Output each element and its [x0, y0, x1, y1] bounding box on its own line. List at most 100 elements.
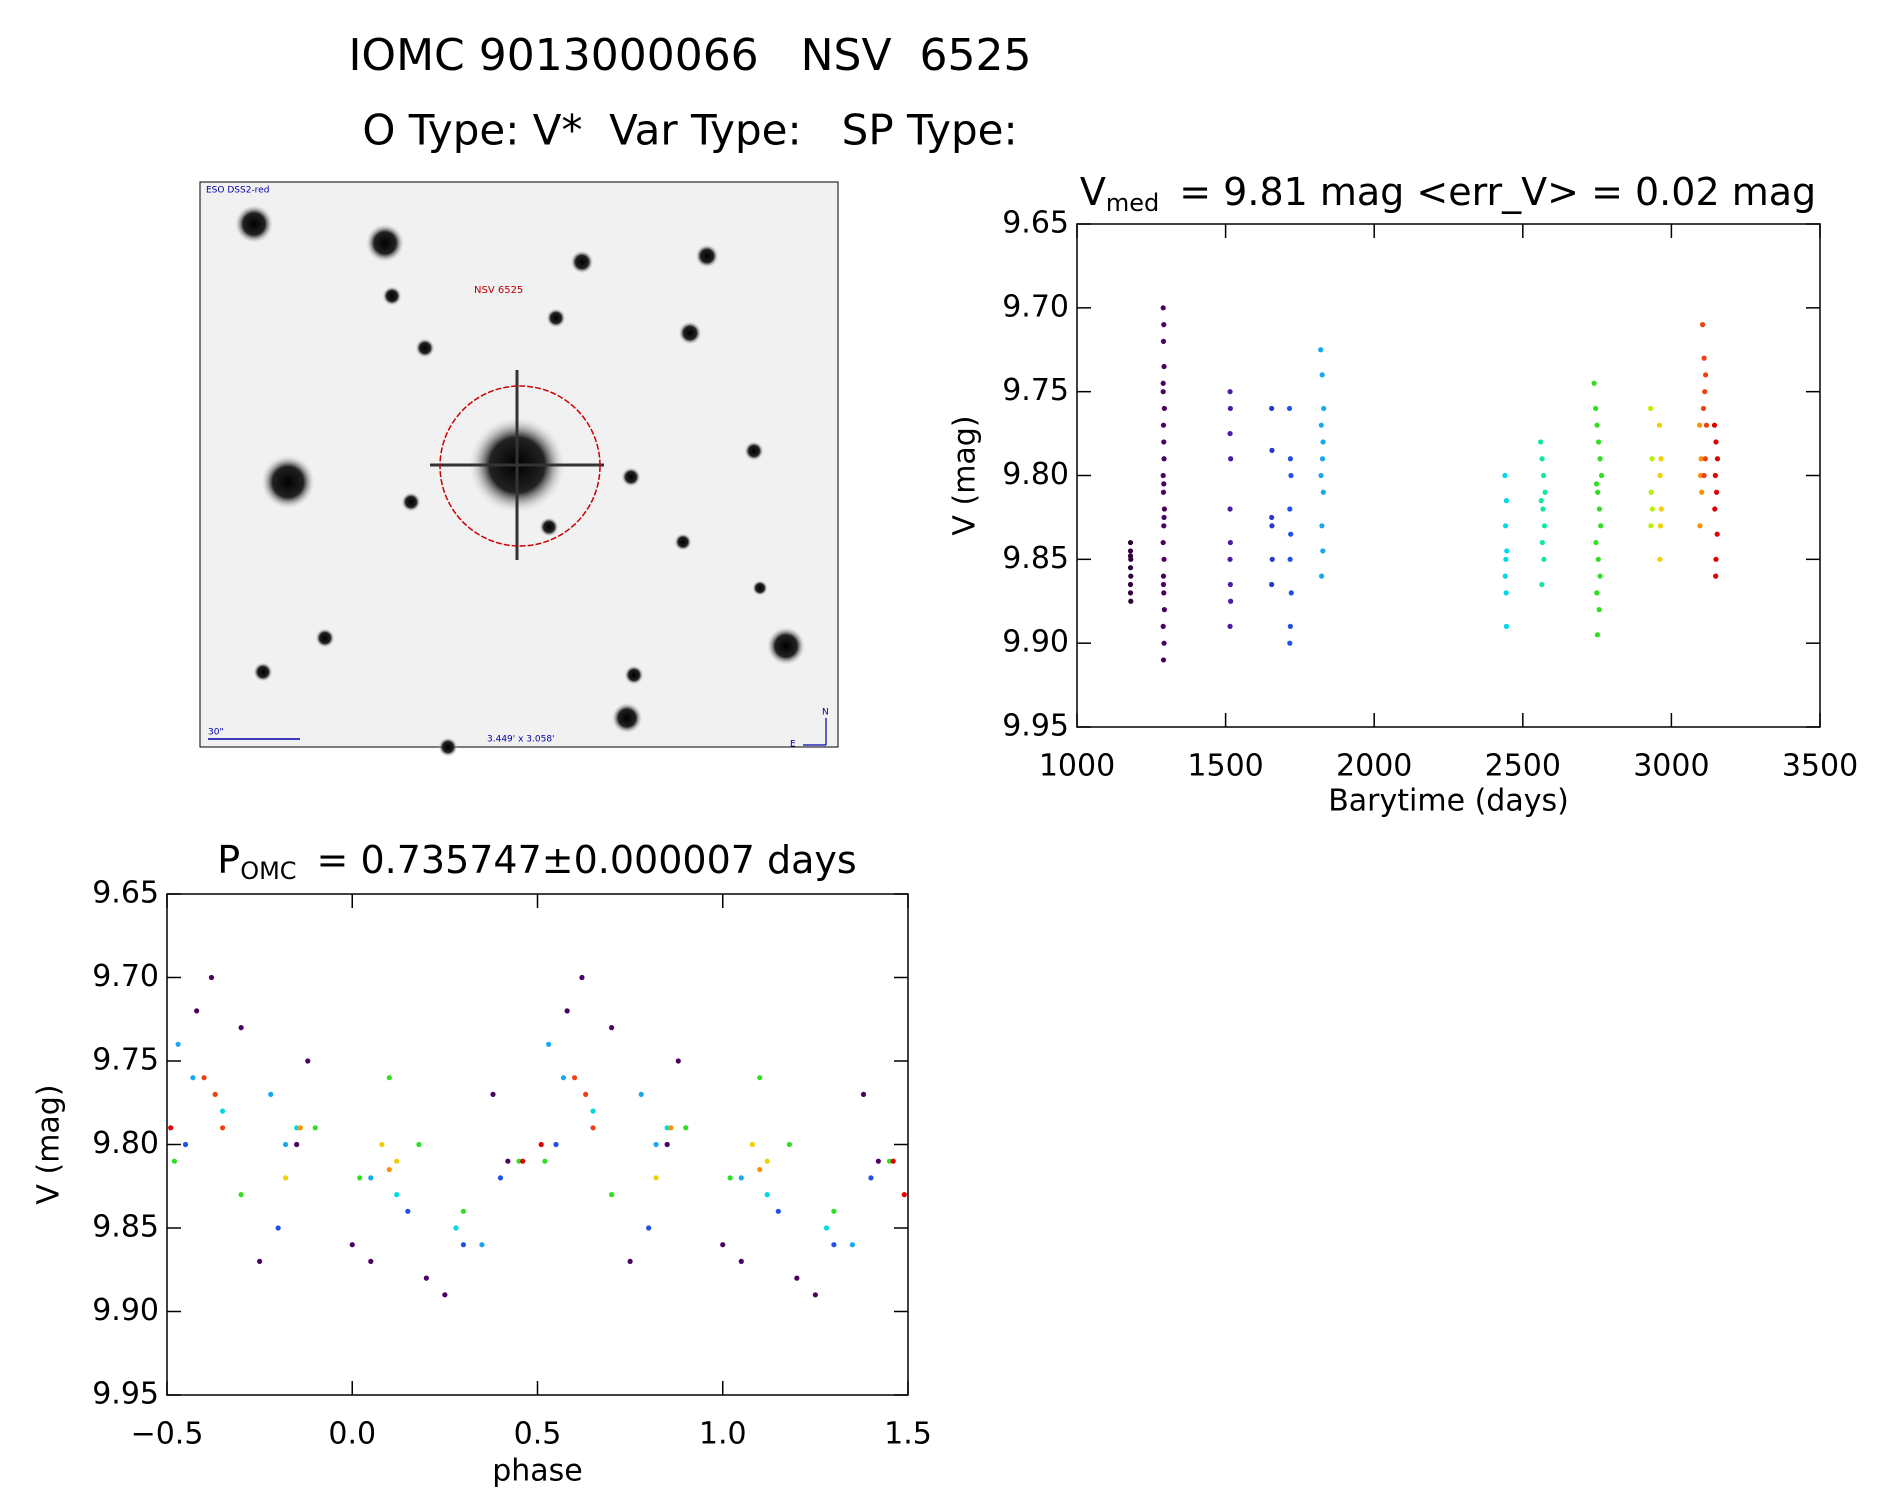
data-point	[219, 1108, 226, 1114]
data-point	[1269, 581, 1275, 588]
data-point	[1227, 623, 1233, 630]
data-point	[1698, 456, 1704, 462]
data-point	[1160, 581, 1167, 588]
data-point	[1269, 556, 1275, 562]
survey-label: ESO DSS2-red	[206, 186, 269, 196]
page-title: IOMC 9013000066 NSV 6525	[348, 30, 1031, 81]
data-point	[1161, 405, 1167, 412]
data-point	[1714, 456, 1721, 462]
data-point	[1649, 456, 1655, 462]
data-point	[1227, 581, 1233, 588]
data-point	[1595, 556, 1601, 562]
data-point	[1160, 338, 1167, 344]
data-point	[1269, 514, 1275, 521]
data-point	[394, 1192, 400, 1198]
data-point	[219, 1125, 226, 1131]
x-tick-label: 3500	[1782, 749, 1858, 784]
data-point	[1269, 447, 1275, 453]
data-point	[757, 1166, 763, 1173]
y-tick-label: 9.95	[92, 1377, 159, 1412]
data-point	[1127, 539, 1134, 546]
data-point	[1712, 472, 1718, 479]
data-point	[1161, 640, 1167, 646]
data-point	[1227, 430, 1233, 437]
data-point	[212, 1091, 218, 1097]
data-point	[1286, 405, 1293, 412]
data-point	[294, 1141, 300, 1148]
data-point	[453, 1225, 459, 1231]
y-tick-label: 9.90	[92, 1293, 159, 1328]
data-point	[1128, 573, 1134, 579]
east-label: E	[790, 740, 796, 750]
data-point	[1160, 657, 1167, 663]
data-point	[1503, 556, 1509, 562]
data-point	[1594, 422, 1600, 428]
data-point	[1160, 489, 1167, 495]
data-point	[564, 1008, 570, 1014]
data-point	[1320, 439, 1326, 445]
data-point	[1161, 523, 1167, 529]
data-point	[1539, 456, 1545, 462]
data-point	[168, 1125, 174, 1131]
x-tick-label: 2000	[1336, 749, 1412, 784]
data-point	[1503, 498, 1510, 504]
data-point	[405, 1208, 411, 1214]
data-point	[386, 1166, 392, 1173]
data-point	[1320, 548, 1326, 554]
data-point	[1227, 389, 1233, 395]
x-tick-label: 0.5	[514, 1417, 562, 1452]
data-point	[1538, 498, 1544, 504]
data-point	[1160, 573, 1167, 579]
data-point	[238, 1025, 244, 1031]
data-point	[349, 1242, 355, 1248]
target-circle	[439, 385, 601, 547]
x-axis-label: phase	[492, 1454, 583, 1489]
data-point	[1657, 556, 1663, 562]
y-tick-label: 9.75	[1002, 373, 1069, 408]
title-rest: = 9.81 mag <err_V> = 0.02 mag	[1179, 170, 1816, 214]
data-point	[553, 1141, 559, 1148]
data-point	[1541, 556, 1547, 562]
data-point	[257, 1258, 263, 1264]
title-rest: = 0.735747±0.000007 days	[317, 838, 857, 882]
data-point	[860, 1091, 867, 1097]
data-point	[1161, 481, 1167, 487]
data-point	[1287, 506, 1293, 512]
data-point	[442, 1292, 448, 1298]
data-point	[831, 1208, 837, 1214]
data-point	[1593, 481, 1600, 487]
target-label: NSV 6525	[474, 285, 523, 296]
y-tick-label: 9.85	[1002, 541, 1069, 576]
data-point	[1713, 556, 1719, 562]
data-point	[394, 1158, 400, 1164]
data-point	[775, 1208, 781, 1214]
data-point	[738, 1175, 744, 1181]
data-point	[1596, 506, 1603, 512]
data-point	[1161, 456, 1167, 462]
data-point	[1160, 623, 1166, 630]
data-point	[1287, 640, 1293, 646]
data-point	[1161, 514, 1167, 521]
title-main: P	[217, 838, 240, 882]
data-point	[520, 1158, 526, 1164]
data-point	[609, 1025, 615, 1031]
data-point	[1160, 472, 1166, 479]
data-point	[1318, 573, 1325, 579]
data-point	[571, 1075, 578, 1081]
data-point	[1161, 439, 1167, 445]
data-point	[1161, 322, 1167, 328]
data-point	[1318, 422, 1324, 428]
data-point	[812, 1292, 818, 1298]
data-point	[1318, 472, 1324, 479]
data-point	[1288, 590, 1294, 596]
data-point	[823, 1225, 830, 1231]
data-point	[282, 1175, 289, 1181]
data-point	[171, 1158, 178, 1164]
stars	[234, 204, 806, 757]
data-point	[1127, 590, 1134, 596]
y-tick-label: 9.65	[1002, 206, 1069, 241]
data-point	[208, 974, 215, 981]
data-point	[590, 1108, 596, 1114]
data-point	[609, 1192, 615, 1198]
y-tick-label: 9.70	[1002, 289, 1069, 324]
